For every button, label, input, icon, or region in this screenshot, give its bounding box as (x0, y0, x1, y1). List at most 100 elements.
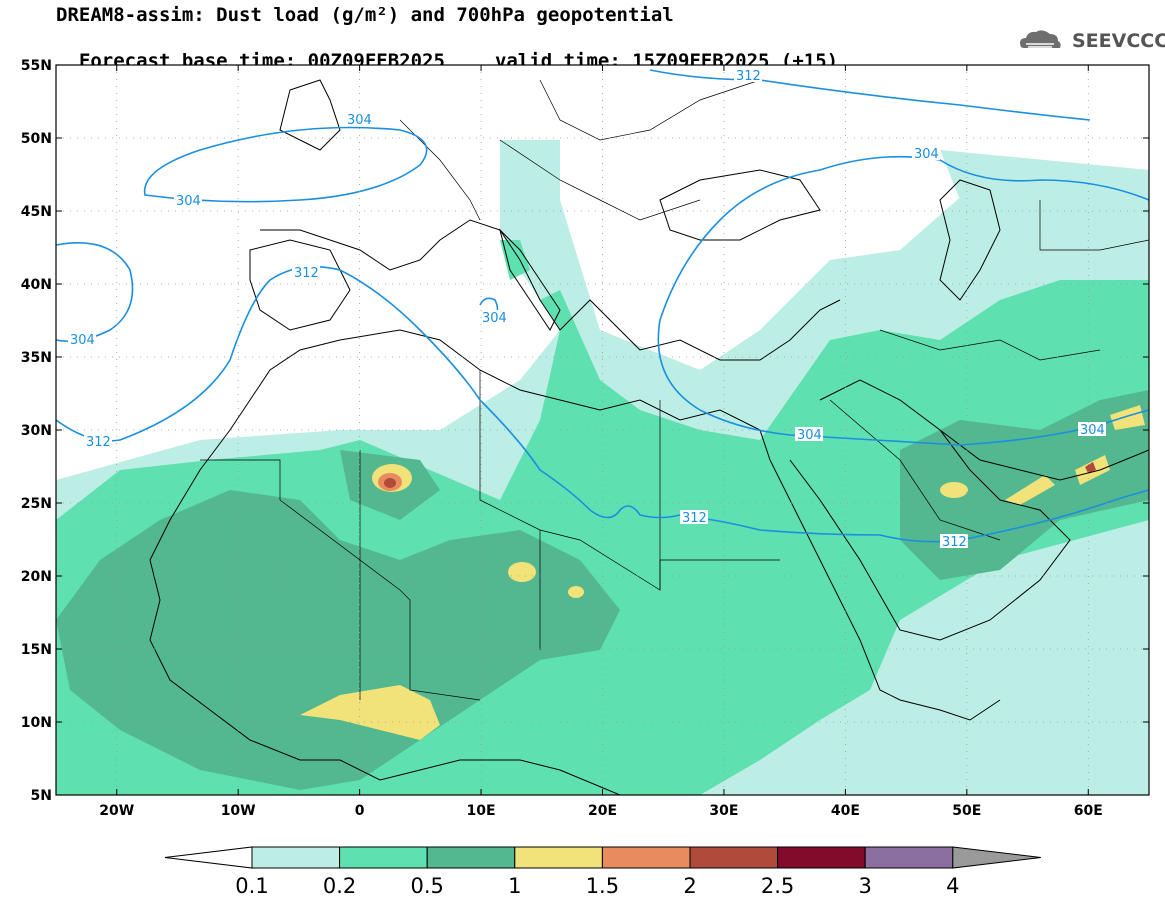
colorbar-segment (601, 846, 691, 869)
colorbar-labels: 0.1 0.2 0.5 1 1.5 2 2.5 3 4 (235, 874, 959, 898)
border (879, 329, 1101, 361)
contour-label: 312 (736, 69, 761, 84)
colorbar-label: 1.5 (586, 874, 619, 898)
colorbar-label: 2 (683, 874, 696, 898)
border (829, 399, 1001, 541)
colorbar-segment (689, 846, 779, 869)
contour-labels: 304 304 304 312 304 312 304 312 312 304 … (68, 68, 1106, 550)
coastline-africa-north (149, 329, 771, 561)
lat-tick-label: 30N (21, 423, 52, 439)
coastlines (149, 79, 1149, 795)
logo-text: SEEVCCC (1072, 30, 1165, 52)
contour-label: 304 (797, 428, 822, 443)
contour-label: 312 (682, 511, 707, 526)
contour-304 (657, 155, 1149, 446)
colorbar-max-arrow (952, 846, 1041, 869)
colorbar-label: 4 (946, 874, 959, 898)
lat-tick-label: 45N (21, 204, 52, 220)
border (539, 79, 761, 141)
contour-312 (56, 265, 1149, 543)
lat-tick-label: 25N (21, 496, 52, 512)
lon-tick-label: 30E (709, 803, 738, 819)
contour-label: 304 (70, 333, 95, 348)
colorbar (164, 846, 1041, 869)
lon-tick-label: 50E (952, 803, 981, 819)
border (499, 139, 701, 221)
lat-tick-label: 50N (21, 131, 52, 147)
lon-tick-label: 10E (467, 803, 496, 819)
colorbar-label: 1 (508, 874, 521, 898)
contour-312 (649, 69, 1091, 121)
coastline-europe (260, 219, 841, 361)
dust-field-1 (1110, 405, 1145, 430)
colorbar-label: 0.5 (410, 874, 443, 898)
contour-label: 304 (176, 194, 201, 209)
dust-fields (56, 140, 1149, 795)
colorbar-segment (426, 846, 516, 869)
graticule (56, 65, 1149, 795)
coastline-caspian (939, 179, 1001, 301)
map-title: DREAM8-assim: Dust load (g/m²) and 700hP… (56, 4, 674, 26)
dust-field-1 (508, 562, 536, 582)
lat-tick-label: 15N (21, 642, 52, 658)
contour-label: 312 (294, 266, 319, 281)
dust-field-1 (568, 586, 584, 598)
border (1039, 200, 1149, 251)
lon-tick-label: 0 (355, 803, 365, 819)
contour-label: 304 (914, 147, 939, 162)
dust-field-2 (384, 478, 396, 488)
coastline-black-sea (659, 169, 821, 241)
lon-tick-label: 20W (99, 803, 134, 819)
contour-label: 304 (1080, 423, 1105, 438)
dust-field-0.5 (56, 490, 620, 790)
dust-field-1 (940, 482, 968, 498)
seevccc-logo (1020, 30, 1061, 48)
longitude-labels: 20W 10W 0 10E 20E 30E 40E 50E 60E (99, 803, 1103, 819)
axis-ticks (56, 64, 1149, 796)
contour-label: 312 (86, 435, 111, 450)
dust-field-0.5 (900, 390, 1149, 580)
dust-field-0.1 (940, 150, 1149, 240)
coastline-iberia (249, 239, 351, 331)
dust-field-1 (300, 685, 440, 740)
lat-tick-label: 20N (21, 569, 52, 585)
dust-field-2 (1085, 462, 1096, 473)
border (399, 119, 481, 221)
lon-tick-label: 20E (588, 803, 617, 819)
colorbar-segment (777, 846, 866, 869)
lon-tick-label: 60E (1074, 803, 1103, 819)
geopotential-contours (56, 69, 1149, 543)
lat-tick-label: 40N (21, 277, 52, 293)
colorbar-label: 2.5 (761, 874, 794, 898)
contour-label: 304 (347, 113, 372, 128)
dust-field-0.2 (500, 240, 530, 280)
dust-field-1 (1005, 475, 1055, 505)
colorbar-label: 3 (859, 874, 872, 898)
border (200, 459, 481, 701)
lat-tick-label: 55N (21, 58, 52, 74)
coastline-italy (499, 228, 561, 331)
cloud-icon (1020, 30, 1061, 48)
colorbar-segment (864, 846, 954, 869)
contour-label: 312 (942, 535, 967, 550)
contour-label: 304 (482, 311, 507, 326)
coastline-iran (939, 429, 1149, 481)
colorbar-segment (514, 846, 603, 869)
colorbar-segment (339, 846, 428, 869)
colorbar-min-arrow (164, 846, 253, 869)
lat-tick-label: 10N (21, 715, 52, 731)
coastline-red-sea (769, 459, 1001, 721)
colorbar-label: 0.2 (323, 874, 356, 898)
coastline-arabia (789, 379, 1071, 641)
country-borders (200, 79, 1149, 701)
colorbar-segment (251, 846, 341, 869)
lon-tick-label: 10W (221, 803, 256, 819)
coastline-africa-west (149, 559, 621, 795)
lon-tick-label: 40E (831, 803, 860, 819)
lat-tick-label: 35N (21, 350, 52, 366)
contour-304 (143, 126, 428, 203)
colorbar-label: 0.1 (235, 874, 268, 898)
latitude-labels: 55N 50N 45N 40N 35N 30N 25N 20N 15N 10N 5N (21, 58, 52, 804)
lat-tick-label: 5N (31, 788, 52, 804)
